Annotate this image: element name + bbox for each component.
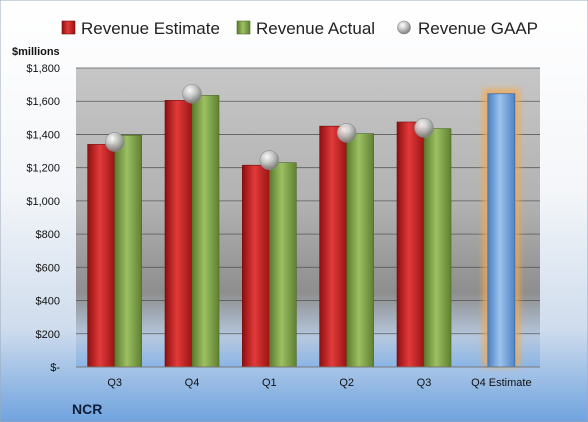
gaap-markers: [104, 83, 434, 170]
y-tick-label: $800: [36, 229, 60, 241]
legend: Revenue Estimate Revenue Actual Revenue …: [61, 19, 538, 38]
y-tick-label: $600: [36, 262, 60, 274]
x-tick-label: Q2: [339, 377, 354, 389]
revenue-estimate-bar: [87, 144, 115, 368]
x-tick-label: Q3: [417, 377, 432, 389]
x-tick-label: Q1: [262, 377, 277, 389]
x-tick-label: Q4 Estimate: [471, 377, 532, 389]
revenue-estimate-bar: [242, 164, 270, 368]
units-label: $millions: [12, 46, 60, 58]
revenue-gaap-marker: [414, 118, 434, 138]
y-tick-label: $1,400: [26, 129, 60, 141]
y-tick-label: $400: [36, 296, 60, 308]
legend-swatch-revenue-actual: [236, 20, 251, 35]
y-tick-label: $1,000: [26, 196, 60, 208]
gridlines: [76, 67, 540, 335]
bars: [87, 88, 520, 368]
y-tick-label: $-: [50, 362, 60, 374]
revenue-actual-bar: [423, 128, 452, 368]
y-axis-ticks: $- $200 $400 $600 $800 $1,000 $1,200 $1,400 $1,6…: [26, 63, 60, 374]
y-tick-label: $1,600: [26, 96, 60, 108]
company-label: NCR: [72, 401, 102, 417]
x-tick-label: Q3: [107, 377, 122, 389]
legend-label-revenue-gaap: Revenue GAAP: [418, 19, 538, 38]
plot-area: [76, 68, 540, 367]
legend-label-revenue-estimate: Revenue Estimate: [81, 19, 220, 38]
q4-estimate-bar: [487, 93, 516, 368]
legend-marker-revenue-gaap: [397, 20, 411, 35]
revenue-gaap-marker: [259, 150, 280, 170]
y-tick-label: $200: [36, 329, 60, 341]
revenue-actual-bar: [269, 162, 297, 368]
y-tick-label: $1,200: [26, 163, 60, 175]
y-tick-label: $1,800: [26, 63, 60, 75]
revenue-estimate-bar: [319, 125, 347, 368]
revenue-gaap-marker: [104, 132, 125, 152]
legend-label-revenue-actual: Revenue Actual: [256, 19, 375, 38]
revenue-estimate-bar: [396, 121, 425, 368]
revenue-actual-bar: [114, 134, 142, 368]
x-tick-label: Q4: [185, 377, 200, 389]
revenue-estimate-bar: [164, 100, 193, 368]
revenue-actual-bar: [346, 133, 374, 368]
revenue-gaap-marker: [336, 122, 357, 143]
revenue-actual-bar: [191, 95, 220, 368]
x-axis-ticks: Q3 Q4 Q1 Q2 Q3 Q4 Estimate: [107, 377, 531, 389]
revenue-gaap-marker: [182, 83, 202, 104]
legend-swatch-revenue-estimate: [61, 20, 76, 35]
